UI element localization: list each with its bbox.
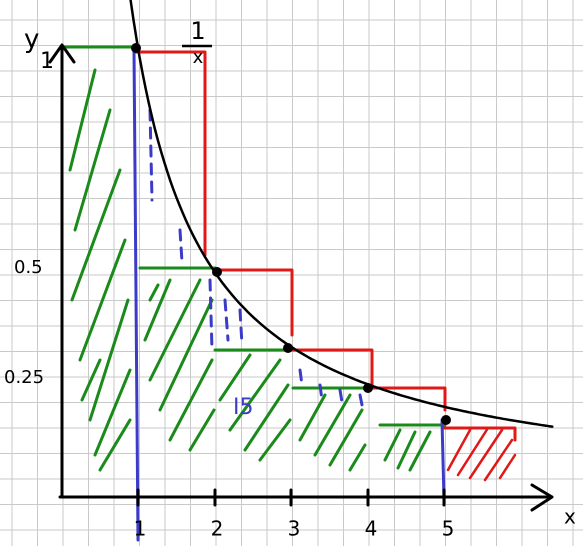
y-top-label: 1	[40, 49, 54, 74]
curve	[124, 0, 552, 427]
x-tick-label: 3	[288, 517, 301, 541]
area-label: I5	[233, 395, 254, 420]
x-tick-label: 1	[134, 517, 147, 541]
x-tick-label: 2	[211, 517, 224, 541]
curve-numerator: 1	[190, 17, 205, 45]
x-axis-label: x	[564, 505, 576, 529]
y-axis-label: y	[24, 25, 39, 55]
y-tick-label: 0.5	[14, 257, 43, 278]
x-tick-label: 5	[442, 517, 455, 541]
upper-sum-steps	[136, 52, 515, 440]
lower-sum-hatching	[62, 47, 445, 470]
curve-denominator: x	[193, 47, 204, 68]
sketch: y 1 1 x 0.5 0.25 x I5 1 2 3 4 5	[0, 0, 583, 546]
y-tick-label: 0.25	[4, 367, 44, 388]
x-tick-label: 4	[365, 517, 378, 541]
x-tick-labels: 1 2 3 4 5	[134, 517, 455, 541]
